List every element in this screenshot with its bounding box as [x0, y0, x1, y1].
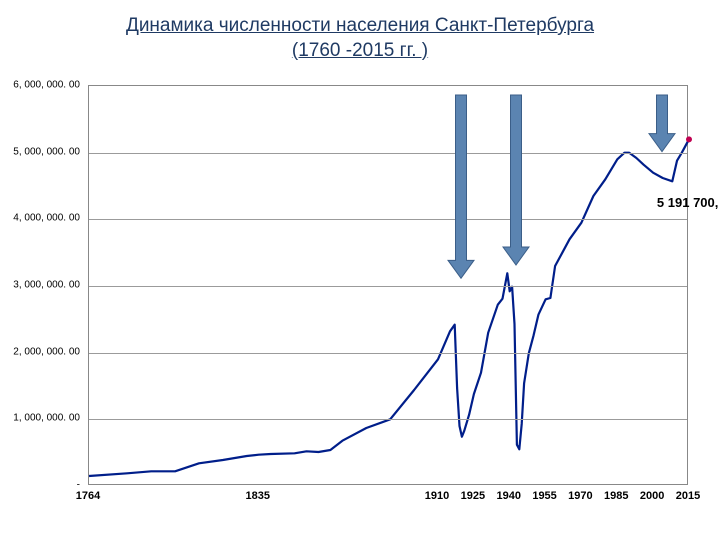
y-axis-label: 2, 000, 000. 00: [10, 346, 80, 357]
x-axis-label: 2015: [676, 490, 700, 502]
x-axis-label: 1940: [496, 490, 520, 502]
chart-title: Динамика численности населения Санкт-Пет…: [0, 0, 720, 63]
x-axis-label: 1835: [245, 490, 269, 502]
data-annotation: 5 191 700, 00: [657, 195, 720, 210]
x-axis-label: 1955: [532, 490, 556, 502]
y-axis-label: 1, 000, 000. 00: [10, 413, 80, 424]
x-axis-label: 1925: [461, 490, 485, 502]
plot-region: [88, 85, 688, 485]
y-axis-label: -: [10, 480, 80, 491]
y-axis-label: 3, 000, 000. 00: [10, 280, 80, 291]
gridline: [89, 353, 687, 354]
title-line-1: Динамика численности населения Санкт-Пет…: [126, 15, 594, 36]
x-axis-label: 1970: [568, 490, 592, 502]
chart-area: -1, 000, 000. 002, 000, 000. 003, 000, 0…: [88, 85, 688, 485]
gridline: [89, 419, 687, 420]
x-axis-label: 1764: [76, 490, 100, 502]
gridline: [89, 153, 687, 154]
x-axis-label: 1985: [604, 490, 628, 502]
y-axis-label: 6, 000, 000. 00: [10, 80, 80, 91]
arrow-icon: [647, 95, 677, 152]
gridline: [89, 286, 687, 287]
arrow-icon: [501, 95, 531, 265]
x-axis-label: 2000: [640, 490, 664, 502]
y-axis-label: 4, 000, 000. 00: [10, 213, 80, 224]
gridline: [89, 219, 687, 220]
x-axis-label: 1910: [425, 490, 449, 502]
arrow-icon: [446, 95, 476, 278]
title-line-2: (1760 -2015 гг. ): [292, 40, 428, 61]
y-axis-label: 5, 000, 000. 00: [10, 146, 80, 157]
